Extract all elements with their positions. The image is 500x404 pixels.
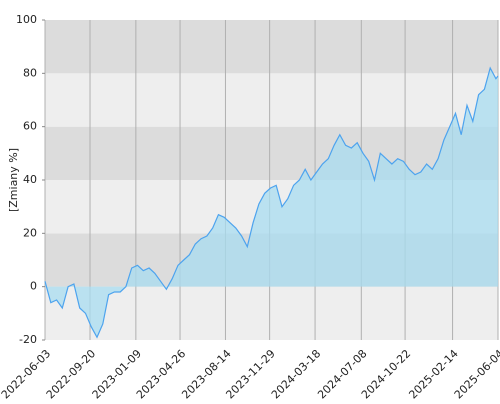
y-tick-label: 40 — [23, 173, 37, 186]
y-tick-label: 80 — [23, 66, 37, 79]
y-tick-label: 60 — [23, 120, 37, 133]
y-tick-label: 0 — [30, 280, 37, 293]
y-axis-label: [Zmiany %] — [7, 148, 20, 212]
area — [45, 68, 498, 338]
band — [45, 286, 498, 340]
band — [45, 20, 498, 74]
y-tick-label: -20 — [19, 333, 37, 346]
y-tick-label: 100 — [16, 13, 37, 26]
band — [45, 73, 498, 127]
line — [44, 66, 499, 339]
y-tick-label: 20 — [23, 226, 37, 239]
